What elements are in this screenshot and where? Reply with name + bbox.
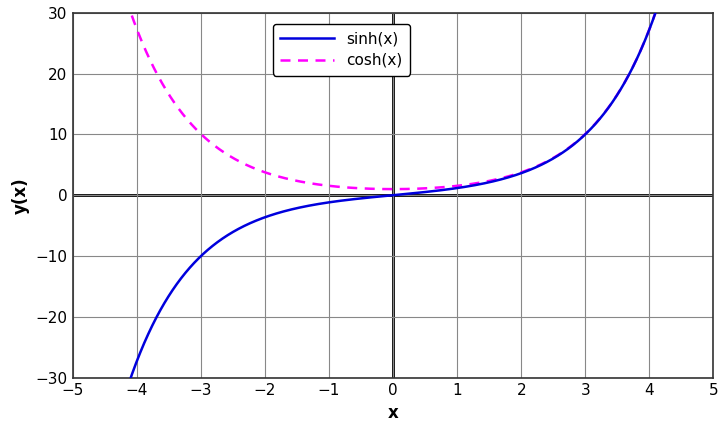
cosh(x) — [642, 34, 651, 39]
sinh(x) — [381, 193, 390, 199]
sinh(x) — [642, 34, 651, 39]
cosh(x) — [544, 158, 553, 163]
cosh(x) — [147, 60, 156, 66]
Line: cosh(x): cosh(x) — [124, 0, 662, 189]
sinh(x) — [147, 325, 156, 330]
sinh(x) — [642, 34, 651, 39]
Line: sinh(x): sinh(x) — [124, 0, 662, 398]
sinh(x) — [119, 395, 128, 400]
Y-axis label: y(x): y(x) — [12, 177, 30, 214]
sinh(x) — [367, 195, 376, 200]
sinh(x) — [543, 159, 552, 164]
X-axis label: x: x — [388, 404, 398, 422]
cosh(x) — [643, 33, 652, 38]
cosh(x) — [367, 186, 376, 191]
cosh(x) — [381, 187, 390, 192]
cosh(x) — [389, 187, 397, 192]
Legend: sinh(x), cosh(x): sinh(x), cosh(x) — [272, 24, 410, 76]
